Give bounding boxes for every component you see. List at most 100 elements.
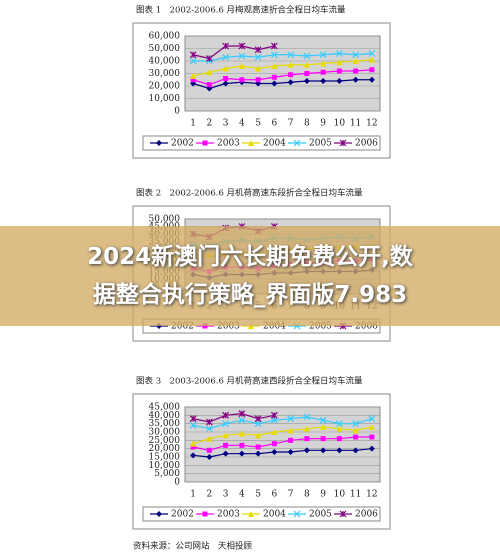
marker: [255, 65, 262, 72]
marker: [271, 449, 278, 455]
y-tick-label: 35,000: [149, 419, 181, 429]
x-tick-label: 5: [255, 490, 261, 500]
chart-title: 图表 3 2003-2006.6 月机荷高速西段折合全程日均车流量: [136, 376, 363, 387]
y-tick-label: 5,000: [154, 469, 180, 479]
legend-label: 2005: [309, 510, 332, 520]
legend-label: 2003: [217, 139, 240, 149]
legend-label: 2003: [217, 510, 240, 520]
x-tick-label: 7: [288, 119, 294, 129]
y-tick-label: 40,000: [149, 411, 181, 421]
legend-label: 2006: [355, 510, 378, 520]
x-tick-label: 7: [288, 490, 294, 500]
marker: [288, 72, 294, 78]
marker: [206, 435, 213, 442]
y-tick-label: 40,000: [149, 57, 181, 67]
marker: [270, 51, 278, 59]
x-tick-label: 8: [304, 490, 310, 500]
marker: [303, 425, 310, 432]
legend-label: 2003: [217, 322, 240, 332]
marker: [222, 432, 229, 439]
x-tick-label: 3: [223, 490, 229, 500]
y-tick-label: 20,000: [149, 82, 181, 92]
marker: [202, 511, 208, 517]
marker: [206, 454, 213, 460]
y-tick-label: 25,000: [149, 436, 181, 446]
x-tick-label: 6: [272, 119, 278, 129]
y-tick-label: 20,000: [149, 444, 181, 454]
marker: [222, 420, 230, 428]
marker: [352, 447, 359, 454]
banner-line: 据整合执行策略_界面版7.983: [92, 282, 408, 308]
y-tick-label: 10,000: [149, 461, 181, 471]
marker: [336, 425, 343, 432]
marker: [202, 323, 208, 329]
legend-label: 2006: [355, 322, 378, 332]
marker: [222, 65, 229, 72]
series-line: [192, 45, 275, 60]
marker: [287, 61, 294, 68]
marker: [270, 416, 278, 424]
marker: [368, 50, 376, 57]
marker: [287, 79, 294, 86]
marker: [336, 447, 343, 454]
series-line: [192, 426, 372, 445]
x-tick-label: 9: [320, 119, 326, 129]
marker: [248, 140, 254, 146]
marker: [206, 447, 212, 453]
legend-label: 2002: [171, 139, 194, 149]
marker: [254, 53, 262, 61]
marker: [189, 415, 197, 423]
marker: [304, 71, 310, 76]
x-tick-label: 11: [350, 119, 361, 129]
x-tick-label: 2: [207, 119, 213, 129]
legend-label: 2004: [263, 510, 286, 520]
x-tick-label: 9: [320, 490, 326, 500]
marker: [255, 77, 261, 83]
series-line: [193, 413, 275, 423]
marker: [287, 449, 294, 455]
marker: [222, 42, 230, 50]
marker: [293, 139, 301, 147]
marker: [271, 441, 277, 447]
marker: [303, 78, 310, 84]
marker: [352, 58, 359, 64]
marker: [222, 80, 229, 87]
x-tick-label: 10: [334, 119, 346, 129]
y-tick-label: 50,000: [149, 215, 181, 225]
marker: [287, 415, 295, 423]
x-tick-label: 8: [304, 119, 310, 129]
marker: [304, 436, 310, 442]
marker: [335, 50, 343, 57]
marker: [238, 450, 245, 457]
marker: [319, 51, 327, 59]
legend-label: 2006: [355, 139, 378, 149]
marker: [320, 60, 327, 67]
y-tick-label: 45,000: [149, 403, 181, 413]
marker: [339, 510, 347, 518]
y-tick-label: 30,000: [149, 69, 181, 79]
marker: [248, 323, 254, 329]
marker: [320, 78, 327, 84]
marker: [271, 74, 277, 80]
marker: [223, 442, 229, 448]
marker: [238, 416, 246, 424]
marker: [352, 420, 360, 428]
marker: [336, 78, 343, 84]
chart-title: 图表 2 2002-2006.6 月机荷高速东段折合全程日均车流量: [136, 188, 363, 199]
chart-title: 图表 1 2002-2006.6 月梅观高速折合全程日均车流量: [136, 5, 346, 16]
marker: [303, 413, 311, 421]
series-line: [193, 436, 372, 451]
x-tick-label: 1: [190, 119, 196, 129]
series-line: [193, 52, 372, 62]
marker: [336, 436, 342, 442]
y-tick-label: 15,000: [149, 453, 181, 463]
marker: [320, 436, 326, 442]
legend: [142, 135, 381, 151]
marker: [303, 447, 310, 454]
series-line: [192, 59, 372, 77]
marker: [222, 53, 230, 61]
marker: [287, 427, 294, 434]
marker: [336, 68, 342, 74]
marker: [293, 510, 301, 518]
marker: [248, 511, 254, 517]
